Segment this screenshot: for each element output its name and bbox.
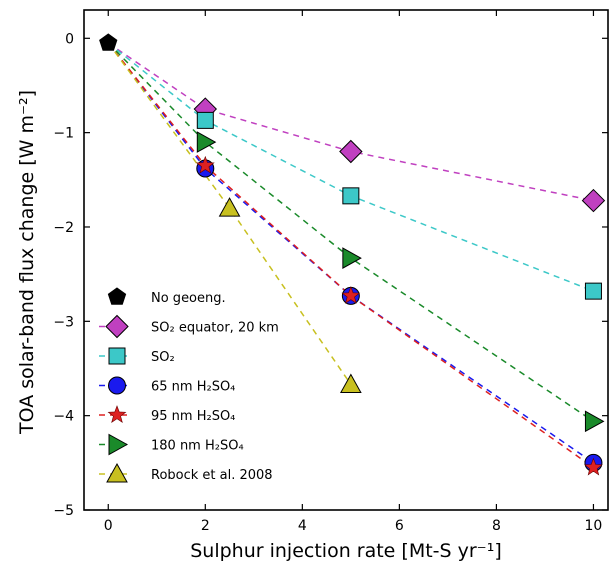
y-tick-label: −4 xyxy=(53,409,74,425)
x-tick-label: 8 xyxy=(492,518,501,534)
data-point xyxy=(584,282,602,300)
series-line xyxy=(107,42,352,385)
data-point xyxy=(342,187,360,205)
y-tick-label: −3 xyxy=(53,314,74,330)
x-tick-label: 10 xyxy=(585,518,603,534)
series-line xyxy=(107,42,594,202)
legend-label: SO₂ xyxy=(151,350,175,365)
data-point xyxy=(340,373,362,394)
legend-marker xyxy=(105,314,129,339)
data-point xyxy=(584,457,603,476)
data-point xyxy=(99,33,118,51)
legend-marker xyxy=(107,287,127,305)
legend-label: 180 nm H₂SO₄ xyxy=(151,439,244,454)
data-point xyxy=(584,410,605,433)
x-tick-label: 0 xyxy=(104,518,113,534)
data-point xyxy=(581,188,606,213)
series-lines xyxy=(107,42,594,469)
y-tick-label: 0 xyxy=(65,31,74,47)
y-tick-label: −5 xyxy=(53,503,74,519)
legend-marker xyxy=(108,347,126,365)
y-tick-label: −1 xyxy=(53,126,74,142)
data-point xyxy=(341,285,361,304)
legend-marker xyxy=(106,462,128,483)
legend: No geoeng. SO₂ equator, 20 km SO₂ 65 nm H₂S… xyxy=(99,287,279,483)
legend-label: 65 nm H₂SO₄ xyxy=(151,380,235,395)
legend-marker xyxy=(107,405,127,423)
y-axis-title: TOA solar-band flux change [W m⁻²] xyxy=(16,90,38,435)
data-point xyxy=(195,155,215,174)
x-axis-title: Sulphur injection rate [Mt-S yr⁻¹] xyxy=(190,540,502,562)
x-tick-label: 6 xyxy=(395,518,404,534)
series-markers xyxy=(99,33,606,476)
legend-marker xyxy=(108,376,126,395)
data-point xyxy=(196,131,217,153)
legend-label: SO₂ equator, 20 km xyxy=(151,321,279,336)
series-line xyxy=(107,42,594,464)
legend-marker xyxy=(108,433,129,456)
series-line xyxy=(107,42,594,469)
legend-label: 95 nm H₂SO₄ xyxy=(151,409,235,424)
series-line xyxy=(107,42,594,292)
x-tick-label: 4 xyxy=(298,518,307,534)
data-point xyxy=(342,247,362,269)
data-point xyxy=(196,111,214,129)
legend-label: No geoeng. xyxy=(151,291,226,306)
x-tick-label: 2 xyxy=(201,518,210,534)
axis-ticks: 0 2 4 6 8 10 0 −1 −2 −3 −4 −5 xyxy=(53,10,608,534)
data-point xyxy=(339,139,363,164)
series-line xyxy=(107,42,594,422)
y-tick-label: −2 xyxy=(53,220,74,236)
plot-frame xyxy=(83,9,609,511)
data-point xyxy=(218,197,241,217)
legend-label: Robock et al. 2008 xyxy=(151,468,273,483)
